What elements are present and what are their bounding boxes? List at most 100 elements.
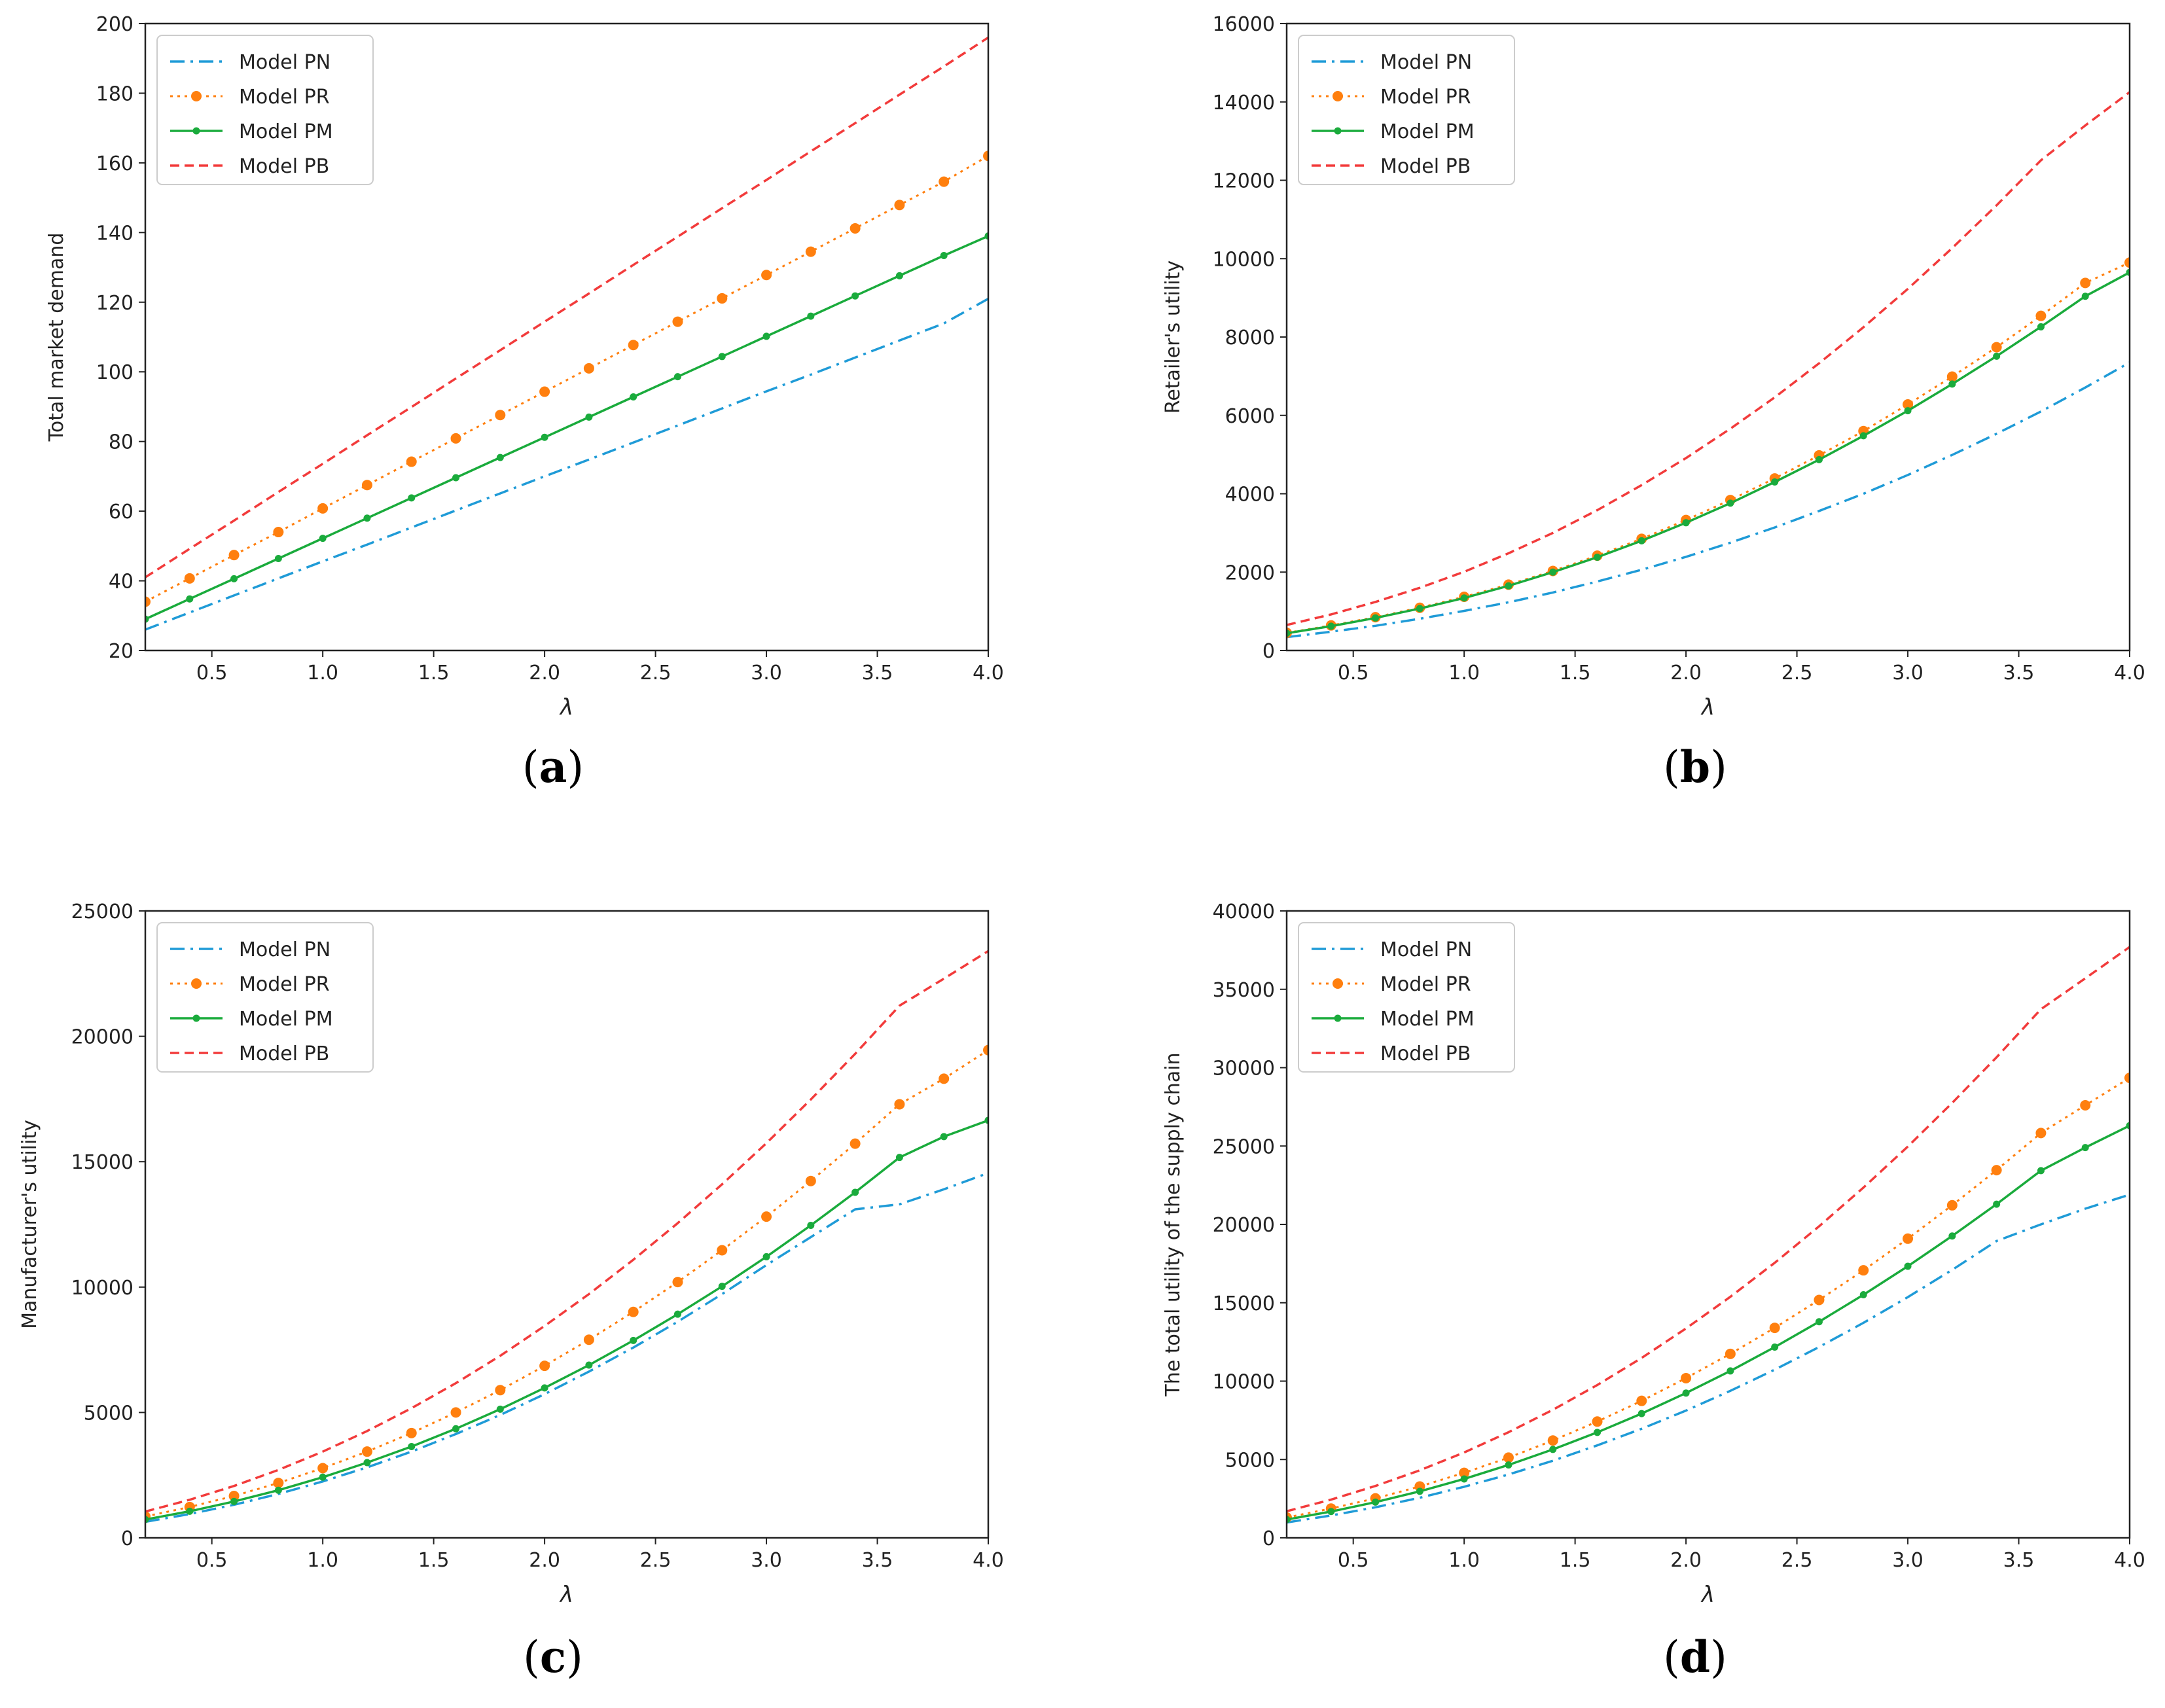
panel-caption: (d) [1663,1631,1727,1682]
data-point [1904,1262,1912,1270]
x-axis-label: λ [559,1582,573,1608]
x-tick-label: 1.5 [418,1549,450,1572]
data-point [1946,371,1958,382]
series-line-model-pn [145,297,988,631]
legend-label: Model PM [239,120,333,143]
panel-caption: (c) [523,1631,583,1682]
data-point [718,353,726,361]
x-tick-label: 2.0 [529,1549,560,1572]
y-tick-label: 140 [96,222,134,245]
data-point [1993,1200,2001,1208]
data-point [363,514,371,522]
data-point [1771,478,1779,486]
legend: Model PN Model PR Model PM Model PB [1298,35,1515,185]
x-axis-label: λ [559,694,573,721]
data-point [1459,1467,1470,1478]
data-point [539,386,550,397]
legend-label: Model PN [1380,51,1472,74]
legend-box [1298,922,1515,1073]
x-axis-label: λ [1700,694,1715,721]
y-tick-label: 0 [121,1527,134,1550]
data-point [2126,268,2130,276]
data-point [940,251,948,259]
plot-frame [144,22,990,652]
data-point [1416,1487,1423,1495]
x-tick-label: 4.0 [2114,662,2145,685]
data-point [583,1334,594,1345]
y-tick-label: 160 [96,152,134,175]
chart-panel-a: 0.5 1.0 1.5 2.0 2.5 3.0 3.5 4.0 20 40 60 80 100 120 14… [45,13,1004,792]
y-tick-label: 4000 [1225,484,1275,507]
legend-label: Model PN [239,938,331,961]
data-point [718,1283,726,1290]
y-tick-label: 10000 [71,1277,134,1300]
caption-paren-close: ) [1710,1632,1727,1682]
data-point [585,413,593,421]
data-point [807,1222,815,1230]
data-point [1814,1294,1825,1306]
legend-label: Model PM [1380,1008,1475,1031]
legend-label: Model PM [239,1008,333,1031]
y-tick-label: 80 [109,431,134,454]
series-group [145,36,988,631]
y-tick-label: 200 [96,13,134,36]
data-point [450,1407,461,1418]
data-point [1416,605,1423,613]
legend: Model PN Model PR Model PM Model PB [156,35,374,185]
y-tick-label: 120 [96,292,134,315]
data-point [1505,1461,1512,1469]
x-tick-label: 2.5 [1781,1549,1813,1572]
series-line-model-pr [1287,1076,2130,1519]
data-point [984,1116,988,1124]
chart-panel-c: 0.5 1.0 1.5 2.0 2.5 3.0 3.5 4.0 0 5000 10000 15000 2… [18,900,1004,1682]
data-point [1815,455,1823,463]
caption-paren-close: ) [1710,742,1727,792]
series-line-model-pb [145,950,988,1513]
data-point [1682,1389,1690,1397]
y-tick-label: 180 [96,82,134,105]
data-point [274,554,282,562]
data-point [452,474,460,482]
x-tick-label: 2.0 [1670,662,1702,685]
data-point [1505,582,1512,590]
data-point [2124,257,2130,268]
data-point [1727,1367,1734,1375]
data-point [406,1427,417,1438]
legend-label: Model PR [239,86,330,109]
x-tick-label: 0.5 [196,662,228,685]
series-line-model-pm [1287,271,2130,635]
data-point [895,1154,903,1162]
data-point [1769,1323,1780,1334]
data-point [1592,1416,1603,1427]
x-tick-label: 0.5 [1338,1549,1369,1572]
data-point [1637,537,1645,544]
data-point [1727,499,1734,507]
x-tick-label: 2.5 [1781,662,1813,685]
data-point [717,293,728,304]
x-tick-label: 3.5 [862,662,893,685]
y-tick-label: 0 [1262,1527,1275,1550]
data-point [273,527,284,538]
data-point [539,1361,550,1372]
y-tick-label: 25000 [71,900,134,923]
data-point [894,1099,905,1110]
data-point [1815,1318,1823,1326]
data-point [1636,1395,1647,1406]
data-point [762,332,770,340]
data-point [2124,1073,2130,1084]
x-tick-label: 0.5 [1338,662,1369,685]
caption-paren-close: ) [566,1632,583,1682]
data-point [2035,310,2047,321]
data-point [672,1277,683,1288]
legend-marker [1334,1014,1342,1022]
y-axis-label: Manufacturer's utility [18,1120,41,1329]
data-point [186,595,194,603]
data-point [317,503,329,514]
data-point [1725,1348,1736,1359]
data-point [1948,380,1956,388]
data-point [585,1361,593,1369]
data-point [628,1306,639,1317]
data-point [673,1310,681,1318]
plot-frame [144,910,990,1539]
series-group [1287,91,2130,639]
